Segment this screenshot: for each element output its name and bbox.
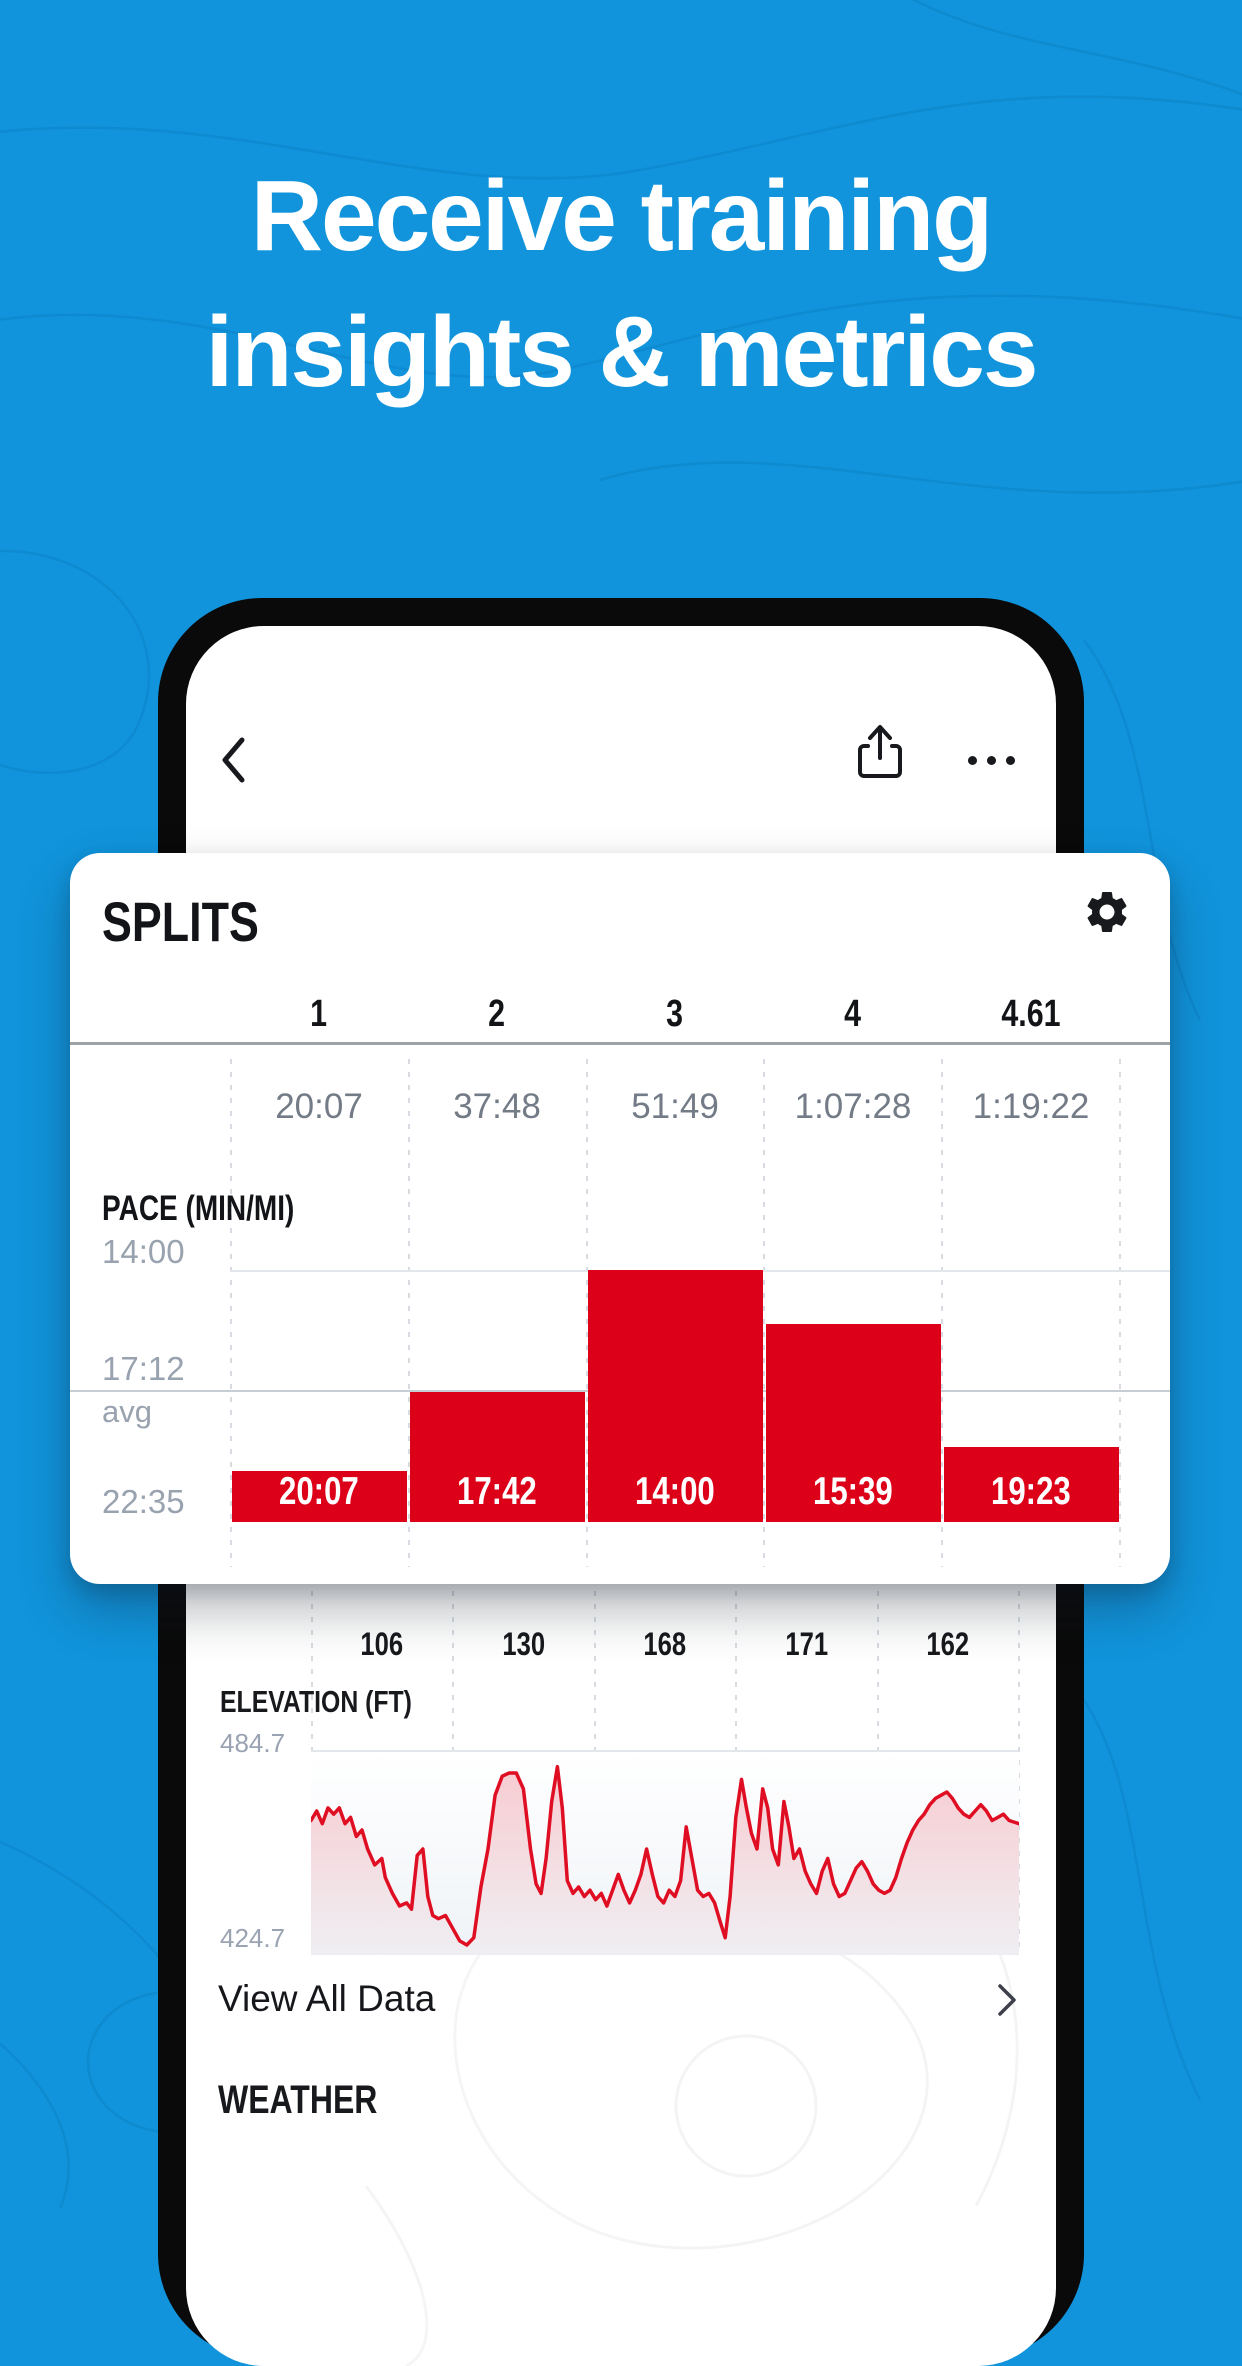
gear-icon xyxy=(1087,892,1127,932)
pace-section-label-text: PACE (MIN/MI) xyxy=(102,1189,295,1228)
pace-bar xyxy=(765,1324,941,1522)
pace-bar xyxy=(409,1391,585,1522)
splits-card-title: SPLITS xyxy=(102,889,298,954)
pace-bar-value-label: 15:39 xyxy=(764,1470,942,1514)
view-all-data-row[interactable]: View All Data xyxy=(186,1974,1056,2030)
elevation-split-value-text: 168 xyxy=(643,1626,687,1662)
split-mile-label-text: 4 xyxy=(844,993,862,1035)
elevation-split-value: 171 xyxy=(736,1626,878,1663)
split-mile-label-text: 3 xyxy=(666,993,684,1035)
pace-bar xyxy=(587,1270,763,1522)
elevation-split-values-row: 106 130 168 171 162 xyxy=(311,1626,1019,1663)
pace-bar xyxy=(231,1471,407,1522)
pace-bar-column: 15:39 xyxy=(764,1270,942,1522)
elevation-top-gridline xyxy=(311,1750,1019,1752)
pace-bar-column: 14:00 xyxy=(586,1270,764,1522)
elevation-ymin-label: 424.7 xyxy=(220,1923,286,1953)
cumulative-times-row: 20:07 37:48 51:49 1:07:28 1:19:22 xyxy=(230,1087,1120,1127)
pace-gridline xyxy=(408,1059,410,1567)
elevation-split-value: 168 xyxy=(594,1626,736,1663)
elevation-ymax-label: 484.7 xyxy=(220,1728,286,1758)
split-mile-label: 1 xyxy=(230,993,408,1036)
pace-bar-value-label: 20:07 xyxy=(230,1470,408,1514)
pace-ytick-top: 14:00 xyxy=(102,1233,185,1270)
pace-gridline xyxy=(763,1059,765,1567)
page-title-line2: insights & metrics xyxy=(205,296,1039,408)
pace-gridline xyxy=(941,1059,943,1567)
share-icon xyxy=(858,725,902,778)
pace-bar-value-text: 17:42 xyxy=(457,1470,537,1513)
pace-ytick-bottom: 22:35 xyxy=(102,1483,185,1520)
pace-bar-value-text: 19:23 xyxy=(991,1470,1071,1513)
split-mile-header-row: 1 2 3 4 4.61 xyxy=(230,993,1120,1036)
pace-gridline xyxy=(230,1059,232,1567)
pace-bar-column: 19:23 xyxy=(942,1270,1120,1522)
pace-section-label: PACE (MIN/MI) xyxy=(102,1189,342,1229)
split-mile-label: 3 xyxy=(586,993,764,1036)
pace-bar-column: 20:07 xyxy=(230,1270,408,1522)
share-button[interactable] xyxy=(854,722,906,782)
ellipsis-icon xyxy=(987,755,996,765)
split-mile-label-text: 2 xyxy=(488,993,506,1035)
splits-settings-button[interactable] xyxy=(1082,887,1132,937)
pace-gridline xyxy=(1119,1059,1121,1567)
pace-bar-column: 17:42 xyxy=(408,1270,586,1522)
pace-bar-value-label: 17:42 xyxy=(408,1470,586,1514)
elevation-gridline xyxy=(1018,1591,1020,1953)
weather-section-label: WEATHER xyxy=(218,2078,417,2123)
split-mile-label: 2 xyxy=(408,993,586,1036)
pace-ytick-avg-value: 17:12 xyxy=(102,1350,185,1387)
back-button[interactable] xyxy=(216,732,250,788)
ellipsis-icon xyxy=(968,755,977,765)
elevation-chart xyxy=(309,1752,1021,1955)
splits-header-divider xyxy=(70,1042,1170,1045)
pace-bar xyxy=(943,1446,1119,1522)
splits-card-title-text: SPLITS xyxy=(102,890,259,953)
elevation-split-value: 106 xyxy=(311,1626,453,1663)
split-mile-label-text: 1 xyxy=(310,993,328,1035)
split-mile-label-text: 4.61 xyxy=(1001,993,1061,1035)
elevation-line-chart xyxy=(309,1764,1021,1955)
pace-bar-chart: 20:07 17:42 14:00 15:39 19:23 xyxy=(230,1270,1120,1522)
split-mile-label: 4 xyxy=(764,993,942,1036)
splits-card: SPLITS 1 2 3 4 4.61 20:07 37:48 51:49 1:07:28 1:… xyxy=(70,853,1170,1584)
pace-bar-value-label: 19:23 xyxy=(942,1470,1120,1514)
pace-bar-value-label: 14:00 xyxy=(586,1470,764,1514)
page-title: Receive training insights & metrics xyxy=(0,148,1242,420)
ellipsis-icon xyxy=(1006,755,1015,765)
pace-bar-value-text: 20:07 xyxy=(279,1470,359,1513)
chevron-left-icon xyxy=(222,737,245,783)
page-title-line1: Receive training xyxy=(250,160,994,272)
pace-bar-value-text: 14:00 xyxy=(635,1470,715,1513)
elevation-section-label: ELEVATION (FT) xyxy=(220,1684,460,1720)
elevation-split-value-text: 162 xyxy=(926,1626,970,1662)
cumulative-time-label: 1:19:22 xyxy=(972,1087,1090,1126)
more-options-button[interactable] xyxy=(968,746,1034,774)
elevation-split-value-text: 106 xyxy=(360,1626,404,1662)
elevation-split-value: 162 xyxy=(877,1626,1019,1663)
view-all-data-label: View All Data xyxy=(218,1978,436,2019)
elevation-split-value-text: 130 xyxy=(502,1626,545,1662)
cumulative-time-label: 37:48 xyxy=(453,1087,541,1126)
cumulative-time-label: 51:49 xyxy=(631,1087,719,1126)
elevation-section-label-text: ELEVATION (FT) xyxy=(220,1684,412,1719)
pace-ytick-avg-text: avg xyxy=(102,1394,152,1429)
chevron-right-icon xyxy=(998,1984,1016,2016)
split-mile-label: 4.61 xyxy=(942,993,1120,1036)
elevation-split-value-text: 171 xyxy=(785,1626,828,1662)
elevation-split-value: 130 xyxy=(453,1626,595,1663)
cumulative-time-label: 1:07:28 xyxy=(794,1087,912,1126)
weather-section-label-text: WEATHER xyxy=(218,2078,378,2122)
cumulative-time-label: 20:07 xyxy=(275,1087,363,1126)
pace-bar-value-text: 15:39 xyxy=(813,1470,893,1513)
pace-gridline xyxy=(586,1059,588,1567)
